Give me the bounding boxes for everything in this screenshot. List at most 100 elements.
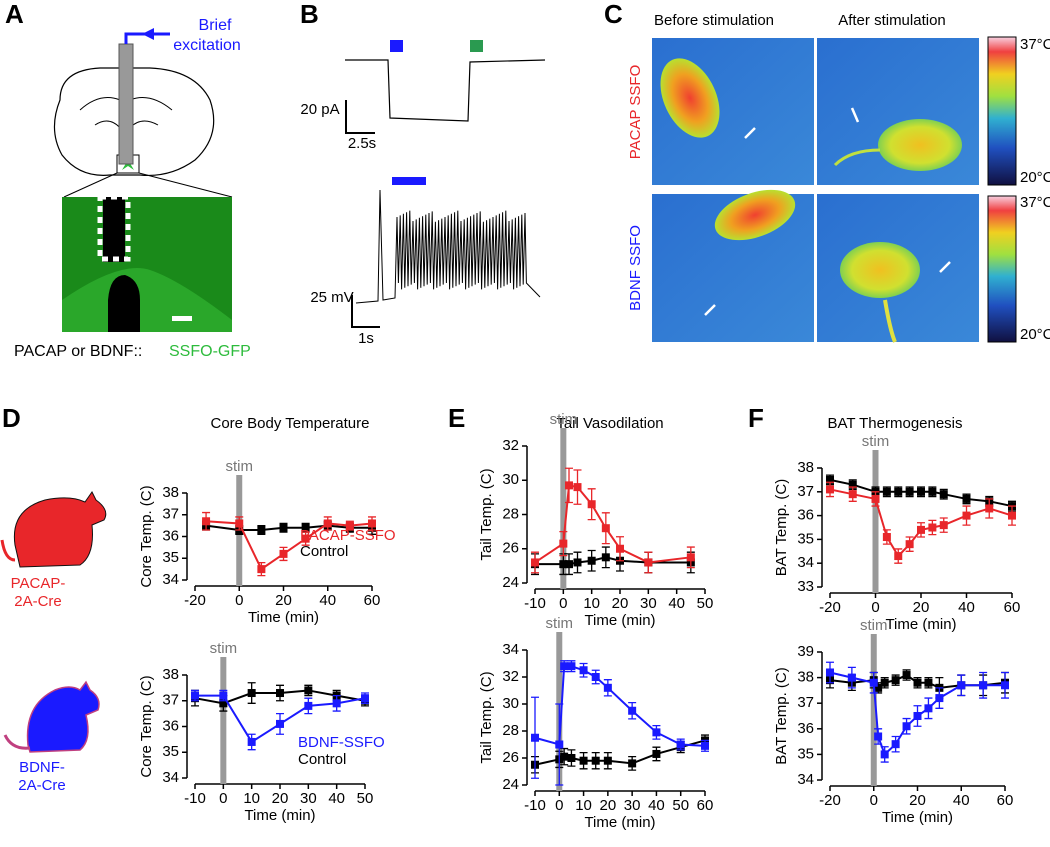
point <box>1001 681 1009 690</box>
panel-label: B <box>300 0 319 29</box>
scale-label: 1s <box>358 330 374 347</box>
mouse-icon <box>3 680 100 753</box>
y-axis-label: BAT Temp. (C) <box>773 667 790 765</box>
point <box>531 733 539 742</box>
panel-label: C <box>604 0 623 29</box>
x-tick-label: 60 <box>997 792 1014 809</box>
y-tick-label: 24 <box>502 574 519 591</box>
point <box>701 741 709 750</box>
x-tick-label: 20 <box>913 599 930 616</box>
row-header: BDNF SSFO <box>627 225 644 311</box>
series-line <box>534 484 691 564</box>
voltage-trace <box>351 177 541 328</box>
point <box>913 678 922 687</box>
point <box>979 681 988 690</box>
annotation: excitation <box>173 37 241 54</box>
x-tick-label: 50 <box>697 595 714 612</box>
point <box>935 694 944 703</box>
point <box>257 565 266 574</box>
x-tick-label: 10 <box>243 790 260 807</box>
x-tick-label: 20 <box>909 792 926 809</box>
gfp-image <box>62 194 232 332</box>
x-axis-label: Time (min) <box>244 807 315 824</box>
y-tick-label: 34 <box>797 771 814 788</box>
point <box>880 750 889 759</box>
x-tick-label: 20 <box>600 797 617 814</box>
point <box>826 668 834 677</box>
point <box>826 485 834 494</box>
stim-bar <box>872 450 879 593</box>
y-tick-label: 28 <box>502 505 519 522</box>
current-trace <box>345 40 546 134</box>
y-tick-label: 33 <box>797 578 814 595</box>
point <box>891 676 900 685</box>
x-tick-label: 30 <box>640 595 657 612</box>
y-tick-label: 38 <box>797 459 814 476</box>
point <box>917 525 925 534</box>
y-axis-label: Tail Temp. (C) <box>478 671 495 763</box>
row-header: PACAP SSFO <box>627 65 644 159</box>
point <box>304 686 313 695</box>
x-tick-label: 40 <box>953 792 970 809</box>
point <box>939 490 948 499</box>
caption-highlight: SSFO-GFP <box>169 343 251 360</box>
voltage-trace-line <box>355 189 541 304</box>
mouse-label: 2A-Cre <box>14 593 62 610</box>
point <box>559 560 568 569</box>
point <box>924 678 933 687</box>
x-tick-label: 60 <box>364 592 381 609</box>
point <box>560 752 569 761</box>
point <box>905 540 914 549</box>
y-tick-label: 34 <box>162 571 179 588</box>
chart-title: Core Body Temperature <box>211 415 370 432</box>
point <box>565 560 573 569</box>
point <box>985 504 994 513</box>
point <box>219 699 228 708</box>
x-tick-label: 40 <box>319 592 336 609</box>
x-tick-label: 50 <box>357 790 374 807</box>
point <box>579 756 588 765</box>
stim-label: stim <box>210 640 238 657</box>
y-tick-label: 30 <box>502 471 519 488</box>
y-tick-label: 34 <box>797 554 814 571</box>
stim-bar <box>560 428 567 589</box>
x-tick-label: 40 <box>648 797 665 814</box>
x-axis-label: Time (min) <box>584 612 655 629</box>
x-tick-label: 0 <box>871 599 879 616</box>
point <box>902 671 911 680</box>
y-tick-label: 32 <box>502 668 519 685</box>
y-tick-label: 36 <box>162 717 179 734</box>
point <box>848 480 857 489</box>
y-axis-label: Tail Temp. (C) <box>478 468 495 560</box>
y-tick-label: 37 <box>797 694 814 711</box>
point <box>573 483 582 492</box>
panel-label: D <box>2 403 21 433</box>
point <box>345 521 354 530</box>
point <box>869 678 878 687</box>
panel-label: A <box>5 0 24 29</box>
point <box>591 756 600 765</box>
point <box>847 673 856 682</box>
stim-label: stim <box>550 411 578 428</box>
x-tick-label: 40 <box>328 790 345 807</box>
y-axis-label: Core Temp. (C) <box>138 675 155 777</box>
x-tick-label: 0 <box>559 595 567 612</box>
mouse-label: 2A-Cre <box>18 777 66 794</box>
point <box>962 511 971 520</box>
x-tick-label: 0 <box>219 790 227 807</box>
x-tick-label: 50 <box>672 797 689 814</box>
x-axis-label: Time (min) <box>584 814 655 831</box>
point <box>567 662 576 671</box>
point <box>579 666 588 675</box>
y-tick-label: 35 <box>162 743 179 760</box>
colorbar-label: 20°C <box>1020 169 1050 186</box>
point <box>361 694 369 703</box>
y-tick-label: 35 <box>797 530 814 547</box>
scale-label: 2.5s <box>348 135 376 152</box>
point <box>247 737 256 746</box>
x-tick-label: 40 <box>668 595 685 612</box>
point <box>332 699 341 708</box>
caption: PACAP or BDNF:: <box>14 343 142 360</box>
column-header: After stimulation <box>838 12 946 29</box>
